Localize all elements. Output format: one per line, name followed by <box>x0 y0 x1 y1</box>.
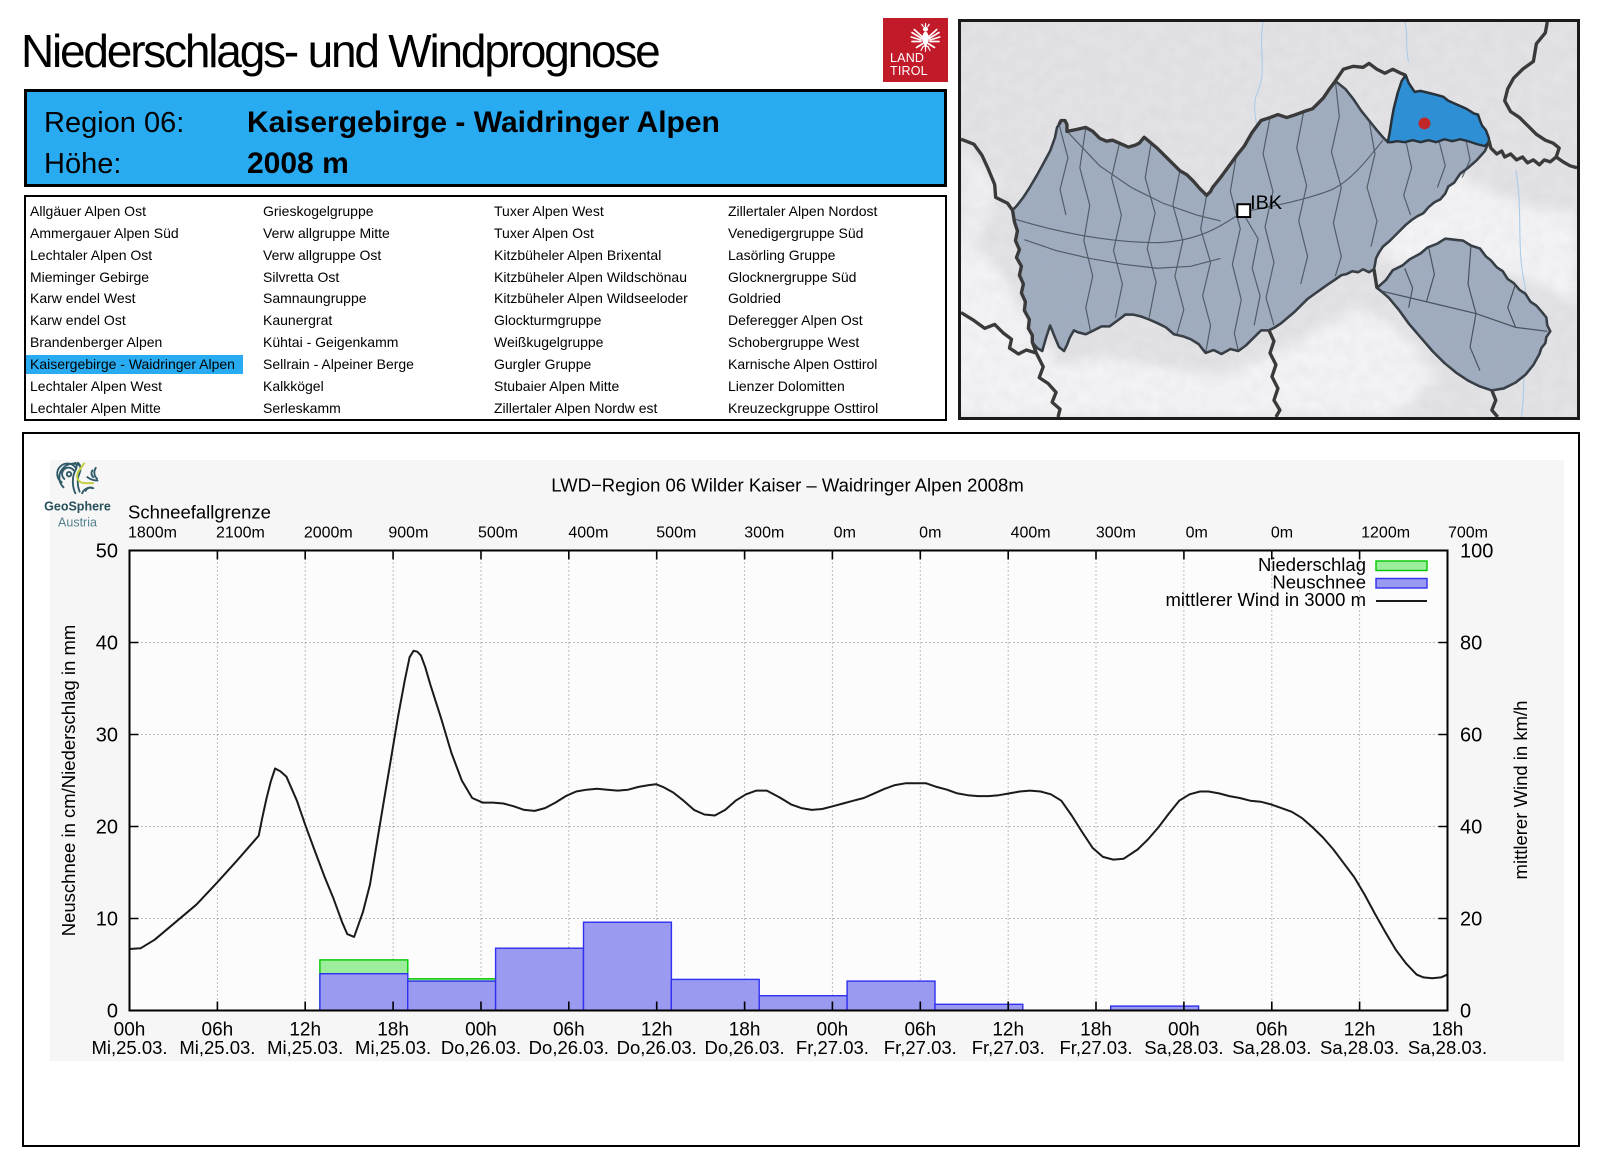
svg-text:IBK: IBK <box>1250 192 1282 214</box>
